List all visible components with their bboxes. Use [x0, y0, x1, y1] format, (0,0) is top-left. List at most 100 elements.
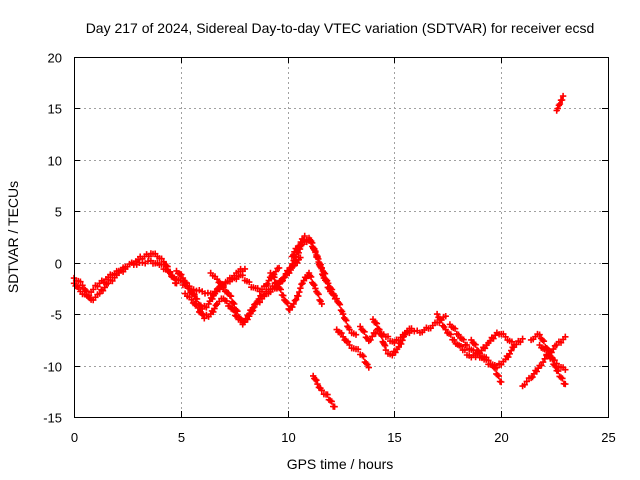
data-point-fill: [438, 316, 445, 324]
data-point-fill: [191, 291, 198, 298]
grid: [74, 57, 608, 417]
data-point: [359, 352, 366, 359]
data-point-fill: [559, 375, 566, 382]
data-point-fill: [209, 295, 216, 303]
x-axis-label: GPS time / hours: [287, 456, 394, 472]
data-point-fill: [227, 293, 235, 300]
data-point: [562, 333, 569, 340]
data-point-fill: [306, 272, 314, 279]
data-point-fill: [239, 272, 246, 279]
data-point-fill: [354, 346, 362, 353]
data-point-fill: [373, 320, 381, 327]
data-point-fill: [457, 343, 465, 350]
data-point: [280, 274, 287, 282]
data-point: [442, 313, 449, 320]
data-point-fill: [298, 281, 305, 288]
data-point-fill: [260, 291, 268, 298]
data-point: [327, 397, 334, 404]
data-point-fill: [361, 328, 368, 335]
data-point-fill: [529, 373, 536, 381]
y-tick-label: 15: [48, 102, 62, 117]
data-point-fill: [246, 278, 253, 286]
data-point-fill: [551, 357, 558, 364]
data-point-fill: [372, 319, 379, 326]
data-point-fill: [460, 336, 467, 343]
data-point-fill: [258, 286, 266, 293]
data-point-fill: [264, 280, 271, 288]
data-point-fill: [495, 372, 502, 380]
data-point-fill: [381, 341, 388, 348]
data-point-fill: [360, 353, 367, 360]
data-point-fill: [557, 339, 565, 346]
data-point-fill: [271, 274, 278, 281]
axis-ticks: -15 -10 -5 0 5 10 15 20 0 5 10 15 20 25: [43, 51, 616, 446]
data-point-fill: [367, 336, 374, 344]
data-point-fill: [289, 260, 296, 268]
data-point: [463, 341, 471, 349]
data-point-fill: [556, 100, 564, 108]
data-point-fill: [399, 337, 406, 344]
data-point: [339, 310, 347, 318]
data-point-fill: [307, 273, 315, 281]
data-point-fill: [309, 239, 316, 247]
data-point-fill: [311, 246, 318, 254]
data-point: [502, 333, 509, 340]
data-point-fill: [554, 105, 561, 112]
data-point-fill: [533, 368, 540, 375]
data-point-fill: [283, 299, 290, 306]
data-point: [553, 360, 560, 367]
data-point: [352, 331, 360, 338]
y-tick-label: 0: [55, 257, 62, 272]
data-point-fill: [324, 391, 331, 398]
data-point-fill: [277, 286, 284, 293]
data-point-fill: [251, 303, 258, 311]
data-point: [562, 380, 569, 388]
data-point-fill: [193, 301, 200, 308]
data-point-fill: [293, 246, 301, 253]
data-point-fill: [508, 338, 516, 345]
data-point-fill: [182, 279, 189, 286]
data-point-fill: [398, 340, 405, 348]
data-point: [213, 276, 221, 283]
data-point: [339, 333, 347, 340]
data-point: [220, 284, 227, 291]
data-point-fill: [99, 287, 107, 294]
y-tick-label: 10: [48, 154, 62, 169]
data-point-fill: [254, 299, 261, 306]
data-point-fill: [295, 249, 302, 256]
y-tick-label: 20: [48, 51, 62, 66]
data-point-fill: [328, 398, 335, 405]
data-point: [318, 387, 325, 394]
data-point-fill: [521, 381, 528, 388]
data-point-fill: [378, 332, 386, 340]
data-point-fill: [447, 331, 454, 338]
data-point: [536, 331, 543, 338]
data-point-fill: [338, 329, 345, 337]
x-tick-label: 25: [601, 430, 615, 445]
data-point-fill: [109, 277, 116, 285]
data-point-fill: [315, 255, 322, 263]
x-tick-label: 10: [281, 430, 295, 445]
data-point-fill: [451, 325, 459, 332]
data-point-fill: [193, 295, 201, 303]
data-point-fill: [481, 345, 489, 352]
data-point: [233, 306, 240, 314]
data-point-fill: [550, 345, 557, 353]
y-tick-label: -5: [50, 308, 62, 323]
data-point: [292, 296, 300, 303]
data-point-fill: [203, 304, 210, 311]
data-point: [545, 352, 552, 359]
data-point: [188, 296, 195, 303]
data-point: [194, 304, 202, 312]
y-tick-label: 5: [55, 205, 62, 220]
data-point-fill: [255, 295, 262, 303]
data-point-fill: [539, 358, 547, 366]
data-point-fill: [312, 376, 319, 383]
data-point-fill: [318, 265, 325, 272]
data-point: [122, 265, 129, 273]
data-point-fill: [384, 333, 392, 340]
data-point-fill: [231, 300, 238, 308]
data-point-fill: [557, 374, 565, 381]
data-point-fill: [392, 349, 399, 356]
data-point-fill: [344, 323, 351, 330]
